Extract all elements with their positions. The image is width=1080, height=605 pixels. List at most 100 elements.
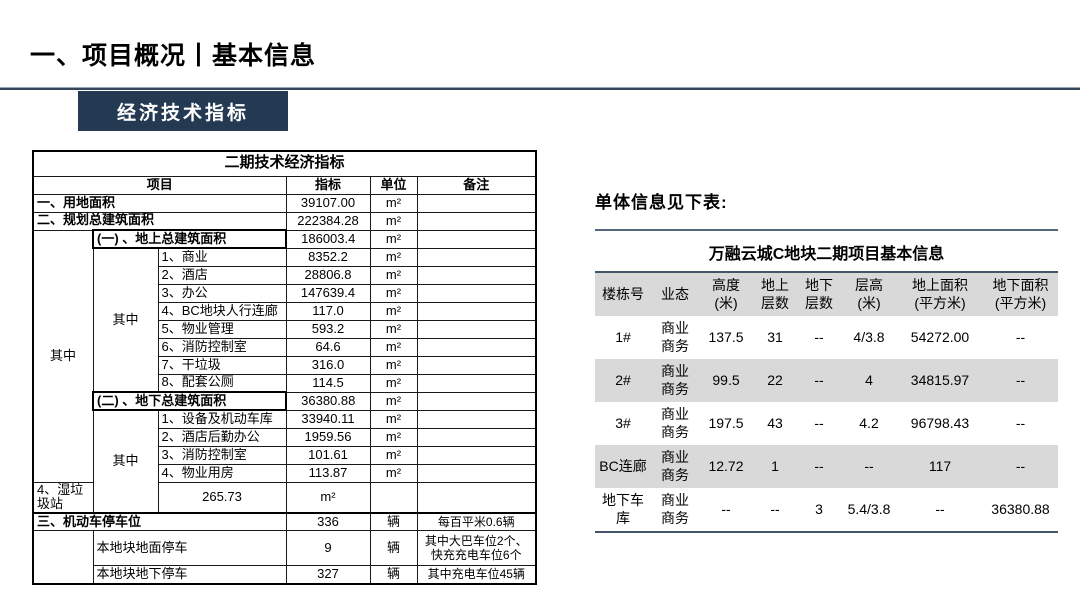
eco-header-row: 项目 指标 单位 备注 <box>32 175 537 195</box>
table-row: 三、机动车停车位 336 辆 每百平米0.6辆 <box>32 511 537 532</box>
cell-value: 1959.56 <box>285 427 371 447</box>
cell-unit: m² <box>369 445 418 465</box>
col-header: 楼栋号 <box>602 285 644 302</box>
col-header: 高度 (米) <box>712 277 740 311</box>
cell-label: 本地块地面停车 <box>92 530 287 567</box>
cell-unit: m² <box>369 463 418 483</box>
unit-info-divider <box>595 229 1058 231</box>
table-row: 4、物业用房 113.87 m² <box>33 463 537 483</box>
cell-floor-height: 5.4/3.8 <box>847 500 891 517</box>
cell-value: 117.0 <box>285 301 371 321</box>
unit-table: 楼栋号 业态 高度 (米) 地上 层数 地下 层数 层高 (米) 地上面积 (平… <box>595 271 1058 533</box>
table-row: 3、办公 147639.4 m² <box>33 283 537 303</box>
eco-table-title: 二期技术经济指标 <box>32 150 537 177</box>
cell-note <box>416 445 537 465</box>
cell-note <box>416 301 537 321</box>
cell-value: 186003.4 <box>285 229 371 249</box>
cell-value: 222384.28 <box>285 211 371 231</box>
cell-note <box>369 481 418 514</box>
cell-unit: m² <box>369 301 418 321</box>
cell-value: 147639.4 <box>285 283 371 303</box>
cell-label: (二) 、地下总建筑面积 <box>92 391 287 411</box>
cell-building: 2# <box>615 371 631 388</box>
table-row: BC连廊 商业 商务 12.72 1 -- -- 117 -- <box>595 445 1058 488</box>
cell-height: 137.5 <box>708 328 744 345</box>
cell-label: 6、消防控制室 <box>157 337 287 357</box>
table-row: 本地块地下停车 327 辆 其中充电车位45辆 <box>33 565 537 585</box>
cell-value: 8352.2 <box>285 247 371 267</box>
cell-value: 316.0 <box>285 355 371 375</box>
cell-note <box>416 409 537 429</box>
cell-unit: m² <box>369 247 418 267</box>
cell-use: 商业 商务 <box>661 363 689 397</box>
cell-value: 265.73 <box>157 481 287 514</box>
cell-value: 113.87 <box>285 463 371 483</box>
eco-table: 二期技术经济指标 项目 指标 单位 备注 一、用地面积 39107.00 m² … <box>32 150 538 585</box>
cell-use: 商业 商务 <box>661 320 689 354</box>
cell-floors-above: 22 <box>767 371 783 388</box>
col-header: 地下 层数 <box>805 277 833 311</box>
cell-unit: 辆 <box>369 511 418 532</box>
cell-label: 3、消防控制室 <box>157 445 287 465</box>
table-row: 其中 1、商业 8352.2 m² <box>33 247 537 393</box>
header-divider <box>0 87 1080 90</box>
cell-use: 商业 商务 <box>661 492 689 526</box>
table-row: 5、物业管理 593.2 m² <box>33 319 537 339</box>
cell-label: 4、湿垃圾站 <box>32 481 94 514</box>
cell-label: 1、设备及机动车库 <box>157 409 287 429</box>
cell-floor-height: -- <box>864 457 874 474</box>
cell-height: 99.5 <box>712 371 740 388</box>
cell-use: 商业 商务 <box>661 449 689 483</box>
cell-label: 一、用地面积 <box>32 193 287 213</box>
cell-area-below: -- <box>1015 457 1026 474</box>
cell-area-below: 36380.88 <box>991 500 1050 517</box>
cell-unit: m² <box>369 211 418 231</box>
cell-value: 39107.00 <box>285 193 371 213</box>
cell-unit: m² <box>285 481 371 514</box>
cell-value: 101.61 <box>285 445 371 465</box>
group-cell: 其中 <box>92 247 159 393</box>
table-row: 6、消防控制室 64.6 m² <box>33 337 537 357</box>
cell-label: 8、配套公厕 <box>157 373 287 393</box>
cell-height: -- <box>721 500 731 517</box>
cell-note <box>416 193 537 213</box>
cell-note: 每百平米0.6辆 <box>416 511 537 532</box>
cell-label: (一) 、地上总建筑面积 <box>92 229 287 249</box>
cell-label: 1、商业 <box>157 247 287 267</box>
table-row: 2# 商业 商务 99.5 22 -- 4 34815.97 -- <box>595 359 1058 402</box>
col-header: 地上面积 (平方米) <box>912 277 968 311</box>
unit-header-row: 楼栋号 业态 高度 (米) 地上 层数 地下 层数 层高 (米) 地上面积 (平… <box>595 272 1058 316</box>
cell-label: 二、规划总建筑面积 <box>32 211 287 231</box>
cell-unit: m² <box>369 193 418 213</box>
cell-floor-height: 4/3.8 <box>853 328 885 345</box>
cell-area-above: 117 <box>928 457 952 474</box>
page-title: 一、项目概况丨基本信息 <box>30 42 317 70</box>
cell-note <box>416 463 537 483</box>
cell-area-above: -- <box>935 500 945 517</box>
col-header-item: 项目 <box>32 175 287 195</box>
cell-floors-below: 3 <box>815 500 823 517</box>
col-header-note: 备注 <box>416 175 537 195</box>
cell-area-below: -- <box>1015 414 1026 431</box>
cell-building: 3# <box>615 414 631 431</box>
cell-note <box>416 373 537 393</box>
cell-unit: m² <box>369 319 418 339</box>
cell-unit: m² <box>369 337 418 357</box>
cell-note <box>416 265 537 285</box>
cell-note <box>416 247 537 267</box>
cell-height: 197.5 <box>708 414 744 431</box>
col-header-unit: 单位 <box>369 175 418 195</box>
cell-note <box>416 355 537 375</box>
cell-height: 12.72 <box>708 457 744 474</box>
cell-floor-height: 4 <box>865 371 873 388</box>
cell-unit: m² <box>369 229 418 249</box>
cell-use: 商业 商务 <box>661 406 689 440</box>
cell-unit: 辆 <box>369 565 418 585</box>
cell-building: BC连廊 <box>599 457 647 474</box>
col-header: 层高 (米) <box>855 277 883 311</box>
cell-value: 36380.88 <box>285 391 371 411</box>
cell-label: 本地块地下停车 <box>92 565 287 585</box>
cell-unit: m² <box>369 265 418 285</box>
cell-building: 地下车库 <box>602 492 644 526</box>
table-row: (二) 、地下总建筑面积 36380.88 m² <box>33 391 537 411</box>
